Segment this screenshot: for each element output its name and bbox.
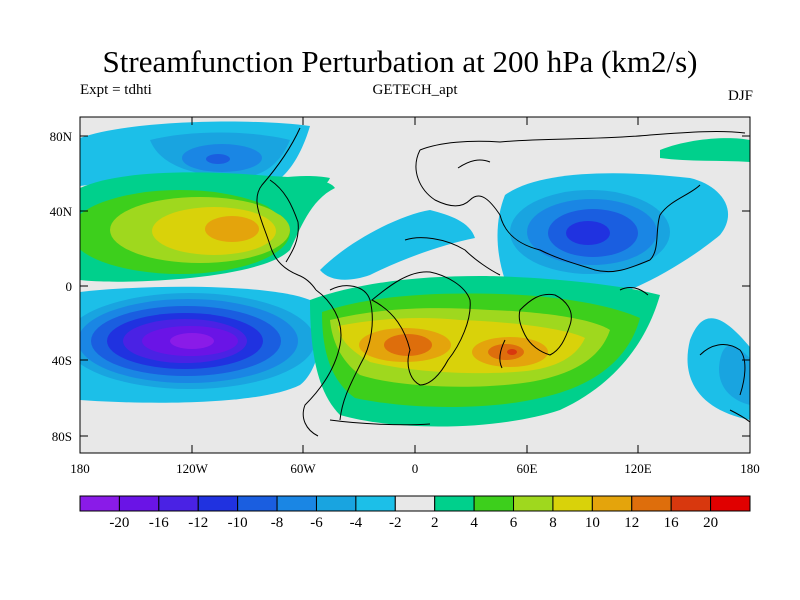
lon-label: 180 — [740, 461, 760, 476]
lon-label: 120E — [624, 461, 652, 476]
lon-label: 0 — [412, 461, 419, 476]
colorbar-swatch — [197, 495, 239, 512]
colorbar-label: -6 — [310, 515, 323, 531]
colorbar-label: 16 — [664, 515, 680, 531]
colorbar-swatch — [670, 495, 712, 512]
south-pacific-low — [80, 286, 321, 403]
colorbar-label: -16 — [149, 515, 169, 531]
colorbar-label: 2 — [431, 515, 439, 531]
lat-label: 40S — [52, 353, 72, 368]
lat-label: 80N — [50, 129, 73, 144]
coastlines — [256, 127, 750, 437]
colorbar-swatch — [276, 495, 317, 512]
colorbar-label: -20 — [109, 515, 129, 531]
southern-high — [310, 276, 660, 427]
colorbar-swatch — [118, 495, 160, 512]
colorbar-label: 8 — [549, 515, 557, 531]
colorbar-label: -4 — [350, 515, 363, 531]
lon-label: 60E — [517, 461, 538, 476]
colorbar-swatch — [158, 495, 199, 512]
colorbar-swatch — [552, 495, 593, 512]
lat-label: 80S — [52, 429, 72, 444]
colorbar-swatch — [315, 495, 357, 512]
colorbar-label: 4 — [470, 515, 478, 531]
colorbar-swatch — [394, 495, 436, 512]
colorbar-swatch — [631, 495, 672, 512]
colorbar-swatch — [355, 495, 396, 512]
asian-low — [497, 173, 729, 302]
lon-label: 180 — [70, 461, 90, 476]
colorbar-swatch — [710, 495, 751, 512]
lon-label: 120W — [176, 461, 209, 476]
colorbar-swatch — [237, 495, 278, 512]
colorbar-label: -8 — [271, 515, 284, 531]
colorbar-swatch — [513, 495, 554, 512]
experiment-label: Expt = tdhti — [80, 82, 152, 98]
north-pacific-high — [80, 172, 335, 282]
north-pacific-blue — [80, 121, 310, 189]
lat-label: 40N — [50, 204, 73, 219]
colorbar-label: 6 — [510, 515, 518, 531]
colorbar-swatch — [434, 495, 475, 512]
contour-field — [80, 117, 750, 453]
lon-ticks — [79, 117, 751, 453]
colorbar-label: 20 — [703, 515, 718, 531]
lat-ticks — [80, 135, 750, 437]
lon-label: 60W — [290, 461, 316, 476]
colorbar-label: -10 — [228, 515, 248, 531]
northern-green-patches — [255, 138, 750, 215]
colorbar-label: -12 — [188, 515, 208, 531]
lat-labels: 80N 40N 0 40S 80S — [50, 129, 73, 444]
dataset-label: GETECH_apt — [372, 82, 458, 98]
colorbar-swatch — [79, 495, 120, 512]
colorbar-swatch — [473, 495, 515, 512]
colorbar-swatch — [591, 495, 633, 512]
colorbar-label: 12 — [624, 515, 639, 531]
chart-title: Streamfunction Perturbation at 200 hPa (… — [102, 44, 698, 79]
lat-label: 0 — [66, 279, 73, 294]
colorbar-label: 10 — [585, 515, 600, 531]
colorbar-labels: -20 -16 -12 -10 -8 -6 -4 -2 2 4 6 8 10 12 16 20 — [109, 515, 718, 531]
lon-labels: 180 120W 60W 0 60E 120E 180 — [70, 461, 760, 476]
colorbar-label: -2 — [389, 515, 402, 531]
season-label: DJF — [727, 88, 753, 104]
colorbar — [79, 495, 751, 512]
